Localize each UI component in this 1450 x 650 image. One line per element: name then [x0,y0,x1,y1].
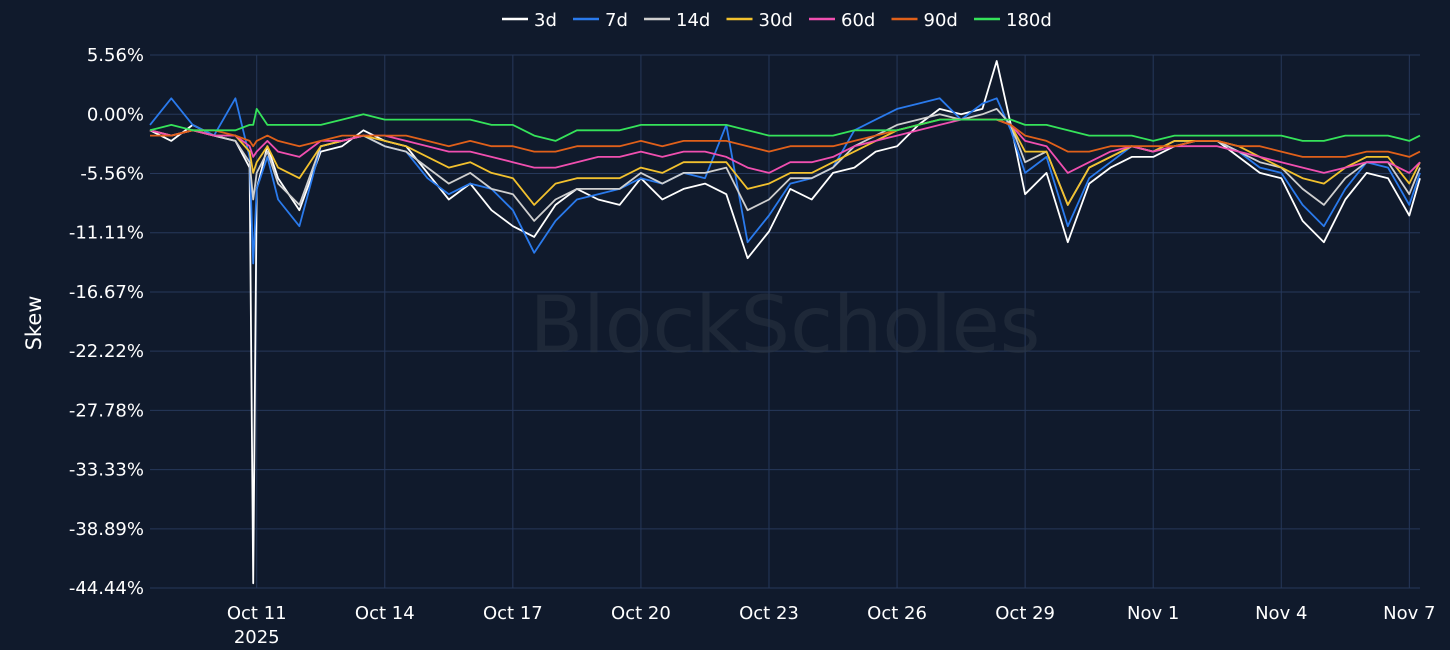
legend-label: 7d [605,10,628,31]
y-tick-label: 0.00% [87,104,144,125]
y-tick-label: -44.44% [69,578,144,599]
grid [150,54,1420,589]
x-tick-label: Oct 17 [483,603,543,624]
x-tick-label: Oct 14 [355,603,415,624]
y-tick-label: -16.67% [69,282,144,303]
x-axis-ticks: Oct 11 2025 Oct 14 Oct 17 Oct 20 Oct 23 Oct 26… [227,603,1436,648]
legend-item-7d[interactable]: 7d [573,10,628,31]
y-tick-label: -33.33% [69,460,144,481]
y-tick-label: -11.11% [69,223,144,244]
y-axis-title: Skew [22,296,46,351]
legend-label: 30d [759,10,793,31]
x-tick-label: Oct 26 [867,603,927,624]
x-tick-label: Oct 11 [227,603,287,624]
legend-label: 90d [924,10,958,31]
series-line-7d [149,97,1421,265]
y-tick-label: -27.78% [69,400,144,421]
legend-item-180d[interactable]: 180d [974,10,1052,31]
series-line-60d [149,118,1421,174]
series-line-90d [150,118,1421,158]
legend-item-60d[interactable]: 60d [809,10,875,31]
y-tick-label: -22.22% [69,341,144,362]
legend-item-90d[interactable]: 90d [891,10,958,31]
x-tick-label: Oct 20 [611,603,671,624]
x-tick-label: Oct 29 [995,603,1055,624]
legend-label: 180d [1006,10,1052,31]
legend-label: 3d [534,10,557,31]
y-tick-label: 5.56% [87,45,144,66]
legend-item-14d[interactable]: 14d [644,10,710,31]
y-tick-label: -38.89% [69,519,144,540]
legend-item-30d[interactable]: 30d [726,10,793,31]
series-line-180d [149,108,1421,142]
y-tick-label: -5.56% [80,164,144,185]
y-axis-ticks: 5.56% 0.00% -5.56% -11.11% -16.67% -22.22% -27… [69,45,144,599]
x-tick-label: Nov 1 [1127,603,1179,624]
legend-item-3d[interactable]: 3d [502,10,557,31]
x-tick-label: Oct 23 [739,603,799,624]
legend-label: 14d [676,10,710,31]
watermark: BlockScholes [530,281,1041,371]
legend-label: 60d [841,10,875,31]
x-tick-label: Nov 7 [1383,603,1435,624]
series-lines [149,60,1421,585]
x-tick-sublabel: 2025 [234,627,280,648]
x-tick-label: Nov 4 [1255,603,1307,624]
legend[interactable]: 3d 7d 14d 30d 60d 90d 180d [502,10,1052,31]
